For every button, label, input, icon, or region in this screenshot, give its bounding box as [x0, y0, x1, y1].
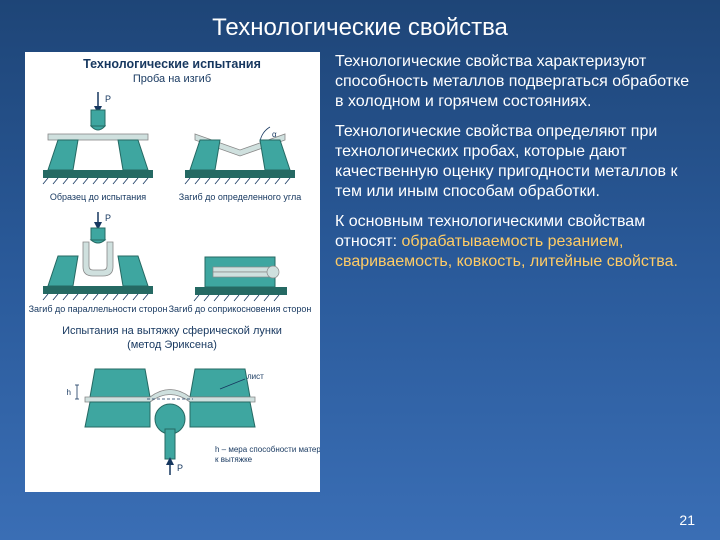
fig-header-3a: Испытания на вытяжку сферической лунки [62, 325, 282, 337]
fig-header-3b: (метод Эриксена) [127, 339, 217, 351]
fig-label-3: Загиб до параллельности сторон [29, 304, 168, 314]
fig-h-label: h – мера способности материала [215, 445, 320, 454]
diagram-contact-bend [194, 257, 287, 301]
fig-label-1: Образец до испытания [50, 192, 146, 202]
fig-header-2: Проба на изгиб [133, 73, 211, 85]
svg-text:h: h [67, 388, 71, 397]
fig-label-4: Загиб до соприкосновения сторон [169, 304, 312, 314]
paragraph-1: Технологические свойства характеризуют с… [335, 52, 695, 112]
text-column: Технологические свойства характеризуют с… [335, 52, 695, 492]
svg-text:P: P [177, 463, 183, 473]
diagram-angle-bend: α [185, 127, 295, 184]
diagram-erichsen: P лист h h – мера способности материала … [67, 369, 320, 475]
page-number: 21 [679, 512, 695, 528]
svg-text:P: P [105, 213, 111, 223]
slide: Технологические свойства Технологические… [0, 0, 720, 540]
diagram-parallel-bend: P [43, 212, 153, 300]
figure-svg: Технологические испытания Проба на изгиб… [25, 52, 320, 492]
svg-text:лист: лист [247, 372, 264, 381]
figure-panel: Технологические испытания Проба на изгиб… [25, 52, 320, 492]
svg-text:α: α [272, 130, 277, 139]
svg-text:P: P [105, 94, 111, 104]
fig-h-label-2: к вытяжке [215, 455, 253, 464]
diagram-before-test: P [43, 92, 153, 184]
fig-label-2: Загиб до определенного угла [179, 192, 301, 202]
paragraph-3: К основным технологическими свойствам от… [335, 212, 695, 272]
fig-header-1: Технологические испытания [83, 57, 261, 71]
paragraph-2: Технологические свойства определяют при … [335, 122, 695, 202]
slide-title: Технологические свойства [25, 14, 695, 42]
content-row: Технологические испытания Проба на изгиб… [25, 52, 695, 492]
